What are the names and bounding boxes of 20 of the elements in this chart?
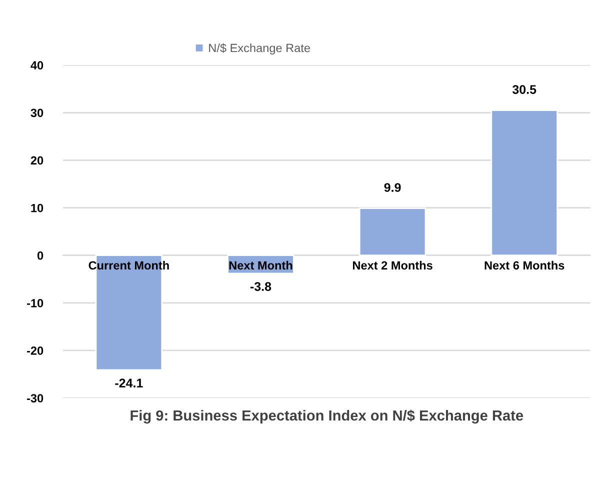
y-tick-label: -30: [26, 394, 44, 402]
x-tick-label: Current Month: [88, 260, 169, 270]
bar: [490, 110, 558, 256]
legend-label: N/$ Exchange Rate: [209, 43, 310, 54]
y-tick-label: 0: [37, 251, 44, 260]
y-tick-label: 30: [30, 108, 44, 118]
data-label: 9.9: [384, 183, 401, 192]
y-tick-label: -20: [26, 346, 44, 355]
y-tick-label: -10: [26, 298, 44, 308]
x-tick-label: Next 2 Months: [352, 260, 432, 270]
y-tick-label: 10: [31, 204, 44, 212]
y-tick-label: 40: [30, 61, 44, 70]
text: Fig 9: Business Expectation Index on N/$ Exchange Rate: [130, 410, 524, 424]
data-label: -3.8: [250, 282, 272, 291]
x-tick-label: Next 6 Months: [484, 260, 564, 270]
data-label: -24.1: [115, 378, 143, 388]
y-tick-label: 20: [30, 156, 44, 165]
x-tick-label: Next Month: [229, 260, 292, 270]
data-label: 30.5: [512, 85, 536, 94]
bar: [358, 208, 426, 256]
